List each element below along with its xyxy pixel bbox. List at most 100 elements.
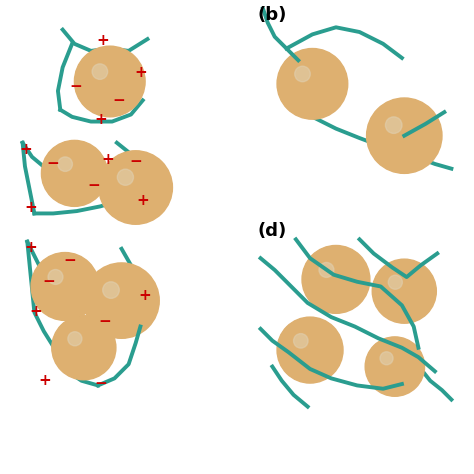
Circle shape xyxy=(385,273,418,305)
Circle shape xyxy=(283,323,335,376)
Circle shape xyxy=(101,153,169,221)
Circle shape xyxy=(382,269,423,310)
Circle shape xyxy=(69,334,91,356)
Circle shape xyxy=(397,285,401,290)
Text: −: − xyxy=(42,274,55,289)
Circle shape xyxy=(384,117,416,149)
Circle shape xyxy=(375,348,410,382)
Circle shape xyxy=(294,66,324,96)
Circle shape xyxy=(36,258,91,313)
Circle shape xyxy=(102,154,168,220)
Circle shape xyxy=(53,276,68,291)
Circle shape xyxy=(297,70,319,91)
Circle shape xyxy=(381,353,402,375)
Circle shape xyxy=(116,169,148,201)
Circle shape xyxy=(74,46,145,117)
Text: −: − xyxy=(47,156,60,172)
Circle shape xyxy=(89,269,152,331)
Circle shape xyxy=(313,257,354,298)
Circle shape xyxy=(316,260,350,294)
Circle shape xyxy=(279,51,345,116)
Circle shape xyxy=(295,337,317,358)
Text: −: − xyxy=(94,375,107,391)
Circle shape xyxy=(32,253,98,319)
Circle shape xyxy=(328,274,332,277)
Circle shape xyxy=(75,341,82,347)
Circle shape xyxy=(57,280,62,285)
Circle shape xyxy=(75,340,83,348)
Circle shape xyxy=(60,161,80,181)
Circle shape xyxy=(99,279,138,318)
Text: +: + xyxy=(38,373,51,388)
Circle shape xyxy=(60,325,104,368)
Circle shape xyxy=(63,164,76,177)
Circle shape xyxy=(104,156,165,217)
Circle shape xyxy=(374,261,434,320)
Circle shape xyxy=(371,103,435,167)
Circle shape xyxy=(383,271,421,309)
Circle shape xyxy=(116,169,147,201)
Circle shape xyxy=(389,362,391,364)
Circle shape xyxy=(287,328,328,369)
Circle shape xyxy=(57,281,61,284)
Circle shape xyxy=(372,259,437,323)
Circle shape xyxy=(383,115,419,151)
Circle shape xyxy=(76,48,143,115)
Circle shape xyxy=(101,75,107,80)
Circle shape xyxy=(51,274,70,293)
Circle shape xyxy=(105,285,129,310)
Circle shape xyxy=(56,320,109,374)
Circle shape xyxy=(31,253,99,320)
Circle shape xyxy=(48,148,98,197)
Circle shape xyxy=(35,256,94,316)
Text: −: − xyxy=(70,79,82,94)
Text: +: + xyxy=(137,193,149,208)
Text: +: + xyxy=(94,112,107,127)
Circle shape xyxy=(68,169,70,170)
Circle shape xyxy=(95,69,115,88)
Circle shape xyxy=(112,293,119,301)
Circle shape xyxy=(369,341,419,391)
Circle shape xyxy=(83,55,133,105)
Circle shape xyxy=(108,161,159,212)
Circle shape xyxy=(315,260,351,295)
Circle shape xyxy=(58,158,84,184)
Circle shape xyxy=(374,105,432,164)
Circle shape xyxy=(58,158,83,183)
Text: −: − xyxy=(113,93,126,108)
Circle shape xyxy=(99,151,173,224)
Circle shape xyxy=(109,290,124,304)
Text: +: + xyxy=(134,64,147,80)
Circle shape xyxy=(47,146,100,199)
Circle shape xyxy=(44,143,104,204)
Circle shape xyxy=(94,273,145,325)
Circle shape xyxy=(127,181,132,186)
Circle shape xyxy=(303,346,305,347)
Circle shape xyxy=(379,266,427,314)
Circle shape xyxy=(58,322,108,372)
Circle shape xyxy=(278,49,346,118)
Circle shape xyxy=(298,71,318,91)
Circle shape xyxy=(45,267,79,301)
Circle shape xyxy=(98,71,112,85)
Circle shape xyxy=(120,173,142,195)
Circle shape xyxy=(93,66,118,91)
Circle shape xyxy=(114,167,151,204)
Circle shape xyxy=(308,251,362,306)
Circle shape xyxy=(88,267,154,333)
Circle shape xyxy=(387,120,412,145)
Circle shape xyxy=(382,270,422,310)
Circle shape xyxy=(386,274,417,304)
Circle shape xyxy=(374,346,412,384)
Circle shape xyxy=(77,343,79,345)
Circle shape xyxy=(70,335,91,356)
Circle shape xyxy=(60,160,81,182)
Circle shape xyxy=(66,167,72,172)
Circle shape xyxy=(284,325,332,373)
Circle shape xyxy=(46,269,77,300)
Circle shape xyxy=(290,63,329,101)
Circle shape xyxy=(70,336,90,355)
Circle shape xyxy=(66,166,73,173)
Circle shape xyxy=(379,351,405,378)
Circle shape xyxy=(307,251,363,307)
